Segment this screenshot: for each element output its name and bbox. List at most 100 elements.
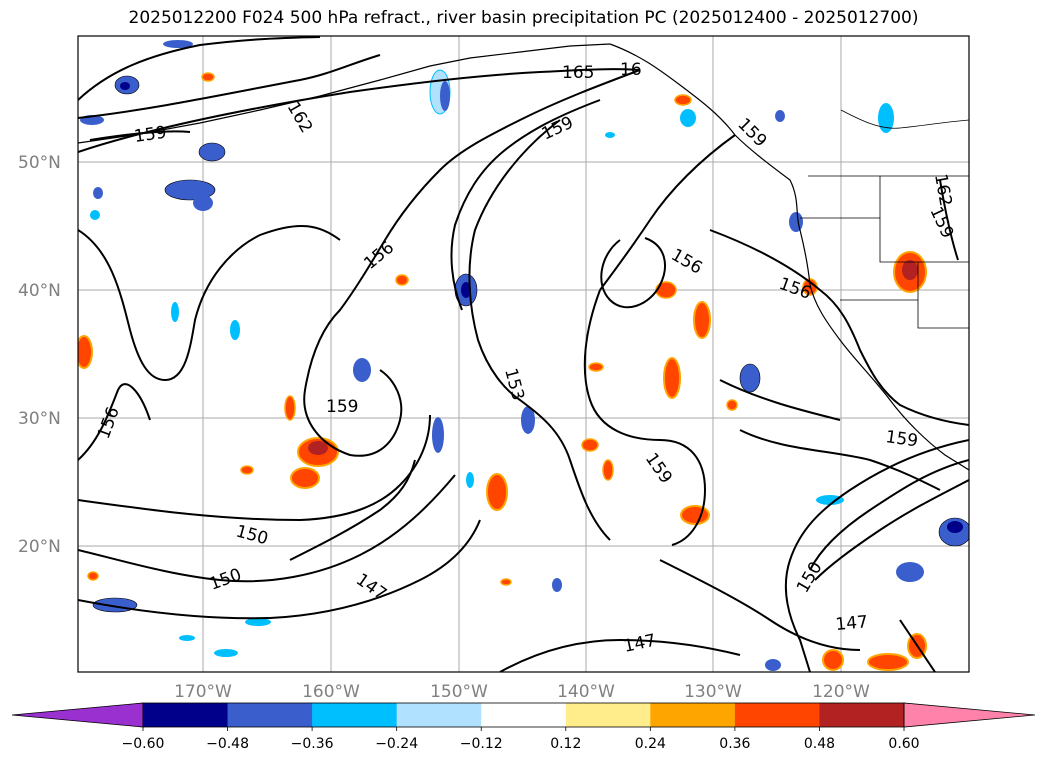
colorbar-segment xyxy=(481,703,567,727)
graticule xyxy=(78,36,969,672)
precip-blob xyxy=(896,562,924,582)
colorbar-tick-label: −0.12 xyxy=(460,736,503,752)
precip-blob xyxy=(171,302,179,322)
precip-blob xyxy=(440,81,450,111)
colorbar-segment xyxy=(734,703,820,727)
colorbar-segment xyxy=(227,703,313,727)
precip-blob xyxy=(588,362,604,372)
precip-blob xyxy=(198,142,226,162)
colorbar-tick-label: −0.60 xyxy=(122,736,165,752)
precip-blob xyxy=(602,459,614,481)
coastlines xyxy=(78,43,969,471)
precip-negative-areas xyxy=(80,40,969,671)
colorbar-segment xyxy=(396,703,482,727)
precip-blob xyxy=(240,465,254,475)
colorbar-tick-label: 0.24 xyxy=(635,736,666,752)
refractivity-contours xyxy=(78,36,969,672)
precip-blob xyxy=(201,72,215,82)
lat-label: 20°N xyxy=(18,537,61,557)
precip-blob xyxy=(164,179,216,201)
contour-label: 159 xyxy=(326,397,358,417)
colorbar-tick-label: −0.24 xyxy=(375,736,418,752)
precip-blob xyxy=(726,399,738,411)
contour-label: 159 xyxy=(884,427,919,451)
precip-blob xyxy=(552,578,562,592)
precip-blob xyxy=(816,495,844,505)
precip-blob xyxy=(789,212,803,232)
precip-blob xyxy=(245,618,271,626)
precip-blob xyxy=(947,521,963,533)
precip-blob xyxy=(120,82,130,90)
lon-label: 150°W xyxy=(430,682,488,702)
precip-blob xyxy=(395,274,409,286)
precip-blob xyxy=(605,132,615,138)
colorbar-extend-min xyxy=(11,702,144,728)
colorbar-segment xyxy=(819,703,905,727)
precip-blob xyxy=(680,109,696,127)
colorbar-tick-label: −0.48 xyxy=(206,736,249,752)
contour-label: 165 xyxy=(562,63,594,83)
colorbar-extend-max xyxy=(903,702,1036,728)
latitude-labels: 50°N 40°N 30°N 20°N xyxy=(18,153,61,557)
colorbar-tick-label: 0.36 xyxy=(719,736,750,752)
precip-blob xyxy=(353,358,371,382)
colorbar-segment xyxy=(312,703,398,727)
lat-label: 40°N xyxy=(18,281,61,301)
precip-blob xyxy=(822,649,844,671)
precip-blob xyxy=(179,635,195,641)
precip-blob xyxy=(739,363,761,393)
precip-blob xyxy=(432,417,444,453)
precip-blob xyxy=(284,395,296,421)
precip-blob xyxy=(163,40,193,48)
precip-blob xyxy=(486,473,508,511)
longitude-labels: 170°W 160°W 150°W 140°W 130°W 120°W xyxy=(174,682,870,702)
colorbar-segment xyxy=(650,703,736,727)
precip-blob xyxy=(230,320,240,340)
precip-blob xyxy=(92,597,138,613)
precip-blob xyxy=(765,659,781,671)
colorbar-segment xyxy=(143,703,229,727)
precip-blob xyxy=(290,467,320,489)
colorbar-tick-label: 0.12 xyxy=(550,736,581,752)
contour-label: 159 xyxy=(133,123,168,147)
colorbar-tick-label: 0.60 xyxy=(888,736,919,752)
lat-label: 50°N xyxy=(18,153,61,173)
political-borders xyxy=(800,175,969,329)
colorbar-segment xyxy=(565,703,651,727)
precip-blob xyxy=(78,335,93,369)
contour-label: 16 xyxy=(620,60,642,80)
lon-label: 170°W xyxy=(174,682,232,702)
precip-blob xyxy=(674,94,692,106)
precip-blob xyxy=(775,110,785,122)
precip-blob xyxy=(500,578,512,586)
precip-blob xyxy=(90,210,100,220)
precip-blob xyxy=(663,357,681,399)
precip-blob xyxy=(466,472,474,488)
precip-blob xyxy=(581,438,599,452)
precip-blob xyxy=(878,103,894,133)
precip-blob xyxy=(902,260,918,280)
precip-blob xyxy=(680,505,710,525)
precip-blob xyxy=(867,653,909,671)
lon-label: 120°W xyxy=(812,682,870,702)
contour-label: 147 xyxy=(835,612,869,635)
lat-label: 30°N xyxy=(18,409,61,429)
precip-blob xyxy=(655,281,677,299)
colorbar-outline xyxy=(142,702,905,728)
lon-label: 140°W xyxy=(557,682,615,702)
precip-blob xyxy=(87,571,99,581)
lon-label: 160°W xyxy=(302,682,360,702)
precip-blob xyxy=(193,195,213,211)
map-area xyxy=(78,36,969,672)
precip-blob xyxy=(521,406,535,434)
colorbar-tick-label: 0.48 xyxy=(804,736,835,752)
lon-label: 130°W xyxy=(684,682,742,702)
precip-blob xyxy=(308,441,328,455)
map-frame xyxy=(77,35,970,673)
precip-blob xyxy=(93,187,103,199)
colorbar: −0.60 −0.48 −0.36 −0.24 −0.12 0.12 0.24 0.36 0.4… xyxy=(11,702,1036,752)
precip-blob xyxy=(693,301,711,339)
colorbar-tick-label: −0.36 xyxy=(291,736,334,752)
map-title: 2025012200 F024 500 hPa refract., river … xyxy=(128,8,919,28)
